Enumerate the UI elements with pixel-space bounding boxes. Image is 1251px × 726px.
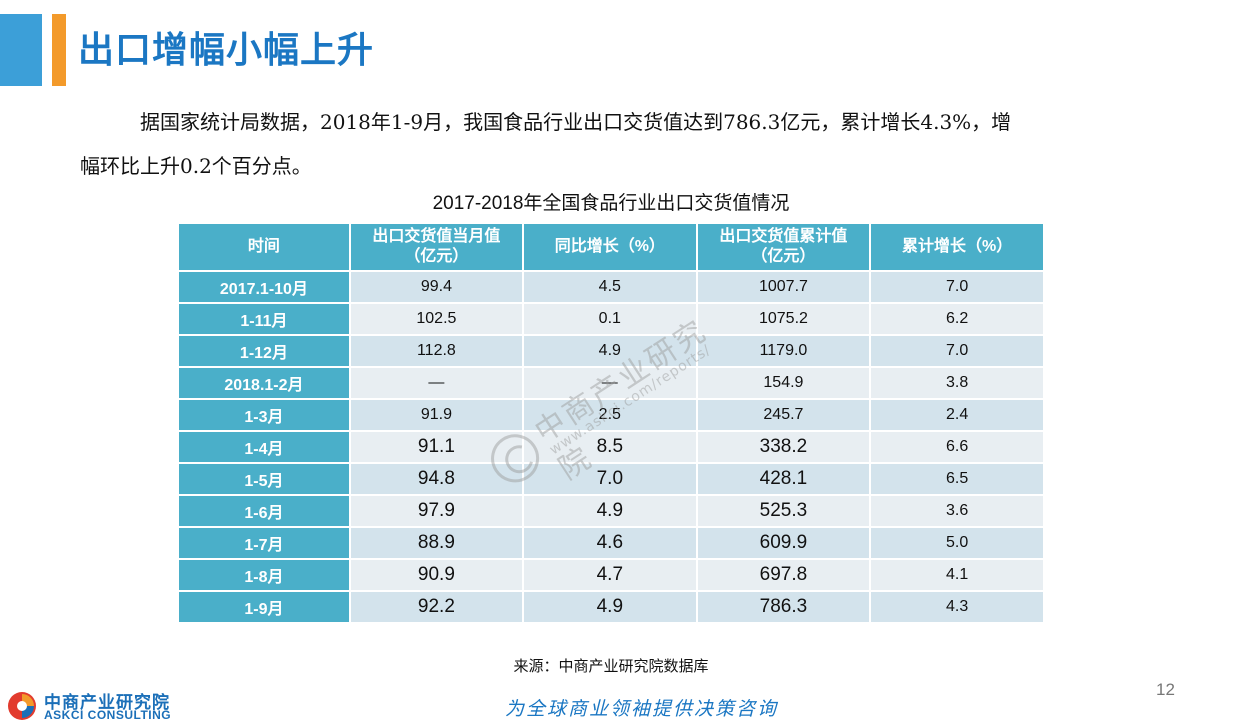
table-header-row: 时间 出口交货值当月值 （亿元） 同比增长（%） 出口交货值累计值 （亿元） 累…	[179, 224, 1043, 270]
header-monthly-line2: （亿元）	[404, 248, 469, 265]
askci-logo-icon	[8, 692, 36, 720]
header-monthly-line1: 出口交货值当月值	[372, 228, 501, 245]
cell-period: 1-3月	[179, 400, 349, 430]
intro-paragraph: 据国家统计局数据，2018年1-9月，我国食品行业出口交货值达到786.3亿元，…	[80, 100, 1160, 188]
cell-cum-growth: 6.5	[871, 464, 1043, 494]
header-cumulative-line2: （亿元）	[751, 248, 816, 265]
cell-cum-growth: 3.8	[871, 368, 1043, 398]
cell-period: 2017.1-10月	[179, 272, 349, 302]
cell-cumulative: 338.2	[697, 432, 870, 462]
cell-yoy: 4.7	[523, 560, 696, 590]
cell-yoy: 7.0	[523, 464, 696, 494]
cell-period: 2018.1-2月	[179, 368, 349, 398]
accent-bar-blue	[0, 14, 42, 86]
intro-line-2: 幅环比上升0.2个百分点。	[80, 154, 312, 178]
cell-monthly: 99.4	[350, 272, 522, 302]
header-period: 时间	[179, 224, 349, 270]
cell-monthly: 92.2	[350, 592, 522, 622]
header-yoy: 同比增长（%）	[523, 224, 696, 270]
table-row: 1-8月 90.9 4.7 697.8 4.1	[179, 560, 1043, 590]
cell-monthly: 91.9	[350, 400, 522, 430]
cell-monthly: 102.5	[350, 304, 522, 334]
cell-cum-growth: 6.2	[871, 304, 1043, 334]
cell-cum-growth: 7.0	[871, 272, 1043, 302]
cell-yoy: 2.5	[523, 400, 696, 430]
cell-monthly: 97.9	[350, 496, 522, 526]
table-row: 1-9月 92.2 4.9 786.3 4.3	[179, 592, 1043, 622]
table-row: 2018.1-2月 — —154.9 3.8	[179, 368, 1043, 398]
cell-monthly: 112.8	[350, 336, 522, 366]
cell-yoy: —	[523, 368, 696, 398]
cell-yoy: 0.1	[523, 304, 696, 334]
cell-yoy: 4.9	[523, 496, 696, 526]
cell-cumulative: 1179.0	[697, 336, 870, 366]
table-row: 1-5月 94.8 7.0 428.1 6.5	[179, 464, 1043, 494]
cell-period: 1-5月	[179, 464, 349, 494]
cell-cumulative: 154.9	[697, 368, 870, 398]
cell-yoy: 8.5	[523, 432, 696, 462]
cell-monthly: 88.9	[350, 528, 522, 558]
header-cum-growth: 累计增长（%）	[871, 224, 1043, 270]
cell-cumulative: 245.7	[697, 400, 870, 430]
cell-cum-growth: 6.6	[871, 432, 1043, 462]
cell-cum-growth: 4.1	[871, 560, 1043, 590]
cell-yoy: 4.6	[523, 528, 696, 558]
logo-name-cn: 中商产业研究院	[44, 693, 170, 712]
table-row: 1-4月 91.1 8.5 338.2 6.6	[179, 432, 1043, 462]
cell-cum-growth: 3.6	[871, 496, 1043, 526]
cell-period: 1-12月	[179, 336, 349, 366]
cell-period: 1-9月	[179, 592, 349, 622]
cell-cum-growth: 2.4	[871, 400, 1043, 430]
header-cumulative: 出口交货值累计值 （亿元）	[697, 224, 870, 270]
intro-line-1: 据国家统计局数据，2018年1-9月，我国食品行业出口交货值达到786.3亿元，…	[140, 110, 1012, 134]
cell-period: 1-4月	[179, 432, 349, 462]
cell-yoy: 4.9	[523, 336, 696, 366]
header-monthly: 出口交货值当月值 （亿元）	[350, 224, 522, 270]
cell-yoy: 4.5	[523, 272, 696, 302]
cell-cumulative: 525.3	[697, 496, 870, 526]
cell-monthly: 94.8	[350, 464, 522, 494]
cell-cumulative: 786.3	[697, 592, 870, 622]
cell-monthly: —	[350, 368, 522, 398]
page-number: 12	[1156, 680, 1175, 699]
export-value-table: 时间 出口交货值当月值 （亿元） 同比增长（%） 出口交货值累计值 （亿元） 累…	[177, 222, 1045, 624]
table-row: 2017.1-10月 99.4 4.5 1007.7 7.0	[179, 272, 1043, 302]
cell-monthly: 90.9	[350, 560, 522, 590]
cell-cum-growth: 4.3	[871, 592, 1043, 622]
table-row: 1-12月 112.8 4.9 1179.0 7.0	[179, 336, 1043, 366]
cell-monthly: 91.1	[350, 432, 522, 462]
footer-slogan: 为全球商业领袖提供决策咨询	[505, 699, 779, 720]
cell-cumulative: 697.8	[697, 560, 870, 590]
cell-yoy: 4.9	[523, 592, 696, 622]
cell-cum-growth: 5.0	[871, 528, 1043, 558]
page-title: 出口增幅小幅上升	[78, 29, 375, 71]
cell-period: 1-6月	[179, 496, 349, 526]
header-cumulative-line1: 出口交货值累计值	[719, 228, 848, 245]
table-row: 1-7月 88.9 4.6 609.9 5.0	[179, 528, 1043, 558]
table-row: 1-3月 91.9 2.5 245.7 2.4	[179, 400, 1043, 430]
cell-cumulative: 1007.7	[697, 272, 870, 302]
cell-period: 1-11月	[179, 304, 349, 334]
accent-bar-orange	[52, 14, 66, 86]
logo-name-en: ASKCI CONSULTING	[44, 708, 172, 722]
cell-period: 1-7月	[179, 528, 349, 558]
cell-period: 1-8月	[179, 560, 349, 590]
cell-cum-growth: 7.0	[871, 336, 1043, 366]
table-source: 来源：中商产业研究院数据库	[513, 658, 709, 675]
cell-cumulative: 428.1	[697, 464, 870, 494]
table-title: 2017-2018年全国食品行业出口交货值情况	[432, 193, 790, 214]
table-row: 1-6月 97.9 4.9 525.3 3.6	[179, 496, 1043, 526]
table-row: 1-11月 102.5 0.1 1075.2 6.2	[179, 304, 1043, 334]
cell-cumulative: 1075.2	[697, 304, 870, 334]
cell-cumulative: 609.9	[697, 528, 870, 558]
